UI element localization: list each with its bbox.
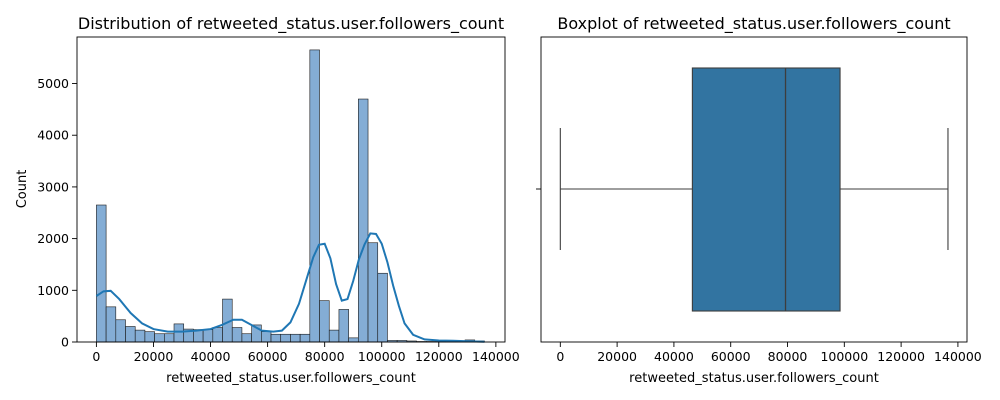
histogram-y-tick-label: 5000 [37,76,69,91]
histogram-bar [241,333,252,343]
histogram-bar [367,242,379,343]
histogram-y-tick-label: 2000 [37,231,69,246]
boxplot-x-ticks: 0 20000 40000 60000 80000 100000 120000 140000 [556,342,982,364]
histogram-bar [212,327,223,343]
histogram-bar [202,329,214,343]
histogram-bar [299,333,311,343]
kde-curve [95,232,485,343]
histogram-bar [319,300,330,343]
histogram-bar [164,333,175,343]
histogram-y-ticks: 0 1000 2000 3000 4000 5000 [37,76,77,350]
boxplot-x-tick-label: 140000 [934,349,982,364]
histogram-bar [309,49,320,343]
histogram-frame [76,36,506,343]
histogram-bar [358,98,369,343]
boxplot-x-tick-label: 100000 [820,349,868,364]
histogram-bar [280,333,291,343]
histogram-y-axis-label: Count [15,170,30,209]
histogram-bar [154,333,165,343]
histogram-bar [231,327,243,343]
histogram-bar [377,272,388,343]
histogram-x-tick-label: 20000 [134,349,174,364]
histogram-bar [125,326,136,343]
boxplot-panel: Boxplot of retweeted_status.user.followe… [536,14,982,386]
histogram-bars [96,49,485,343]
histogram-x-axis-label: retweeted_status.user.followers_count [166,371,416,386]
histogram-bar [134,329,146,343]
histogram-x-ticks: 0 20000 40000 60000 80000 100000 120000 140000 [92,342,520,364]
boxplot-x-tick-label: 80000 [768,349,808,364]
histogram-bar [270,333,282,343]
histogram-x-tick-label: 40000 [191,349,231,364]
histogram-bar [173,323,185,343]
histogram-bar [105,306,117,343]
histogram-y-tick-label: 1000 [37,283,69,298]
histogram-x-tick-label: 140000 [472,349,520,364]
boxplot-x-tick-label: 20000 [597,349,637,364]
histogram-bar [348,337,359,343]
interquartile-box [691,67,841,312]
histogram-panel: Distribution of retweeted_status.user.fo… [15,14,520,386]
histogram-x-tick-label: 60000 [248,349,288,364]
histogram-title: Distribution of retweeted_status.user.fo… [78,14,504,34]
boxplot-title: Boxplot of retweeted_status.user.followe… [557,14,950,34]
histogram-bar [144,331,155,343]
boxplot-x-tick-label: 120000 [877,349,925,364]
histogram-bar [115,319,126,343]
histogram-bar [96,204,107,343]
histogram-x-tick-label: 0 [92,349,100,364]
boxplot-x-tick-label: 40000 [654,349,694,364]
histogram-bar [328,329,340,343]
histogram-x-tick-label: 120000 [415,349,463,364]
boxplot-box-group [559,67,949,312]
boxplot-x-tick-label: 0 [556,349,564,364]
histogram-bar [290,333,301,343]
histogram-bar [338,309,349,343]
boxplot-x-tick-label: 60000 [711,349,751,364]
boxplot-x-axis-label: retweeted_status.user.followers_count [629,371,879,386]
histogram-x-tick-label: 100000 [358,349,406,364]
histogram-bar [261,331,272,343]
histogram-y-tick-label: 0 [61,335,69,350]
histogram-y-tick-label: 3000 [37,179,69,194]
boxplot-frame [540,36,968,343]
histogram-x-tick-label: 80000 [305,349,345,364]
histogram-y-tick-label: 4000 [37,128,69,143]
